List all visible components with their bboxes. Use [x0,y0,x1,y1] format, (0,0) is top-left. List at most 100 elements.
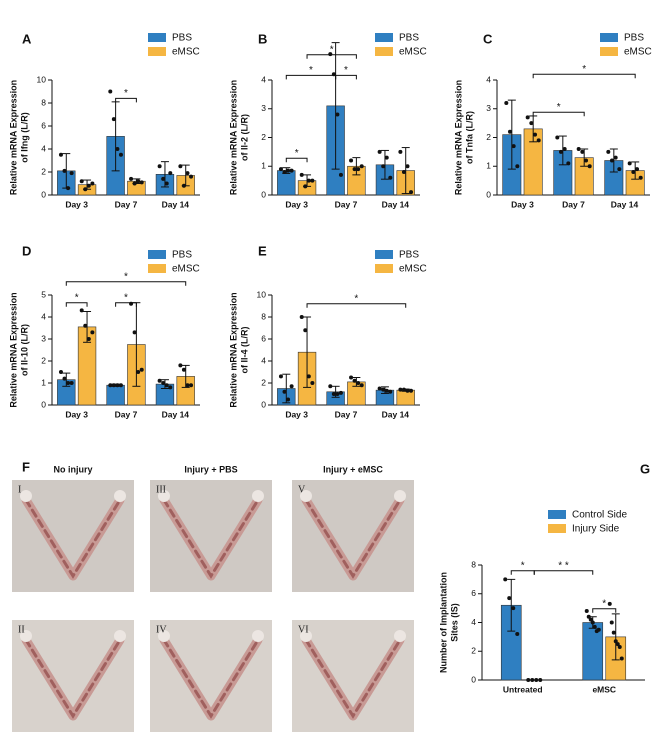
y-axis-label: of Il-10 (L/R) [19,324,29,376]
error-bar [160,379,169,389]
data-point [185,171,190,176]
legend-swatch [375,33,393,42]
significance-label: * [124,292,128,303]
x-tick-label: Day 14 [162,409,190,419]
data-point [515,164,520,169]
data-point [356,381,361,385]
data-point [189,383,194,388]
data-point [606,149,611,154]
data-point [384,155,389,160]
legend-swatch [148,47,166,56]
y-tick-label: 6 [261,333,266,343]
significance-bracket [306,303,407,308]
photo-numeral: III [156,484,166,495]
data-point [534,678,539,682]
data-point [129,176,134,181]
data-point [609,158,614,163]
x-tick-label: Untreated [503,684,543,694]
legend-label: eMSC [399,47,427,58]
data-point [338,390,343,395]
data-point [303,328,308,333]
data-point [299,172,304,177]
data-point [359,383,364,388]
data-point [381,387,386,392]
legend-swatch [148,264,166,273]
data-point [303,184,308,189]
data-point [157,164,162,169]
data-point [613,155,618,160]
y-axis-label: Relative mRNA Expression [228,292,238,407]
data-point [58,152,63,157]
data-point [86,183,91,188]
data-point [83,323,88,328]
data-point [62,168,67,173]
data-point [335,112,340,117]
y-tick-label: 1 [486,161,491,171]
data-point [405,164,410,169]
y-tick-label: 0 [41,189,46,199]
data-point [359,164,364,169]
data-point [164,181,169,186]
x-tick-label: eMSC [592,684,616,694]
significance-label: * [602,598,606,609]
y-tick-label: 8 [41,97,46,107]
y-tick-label: 1 [261,161,266,171]
panel-letter: B [258,31,267,46]
photo [292,480,414,592]
data-point [306,374,311,379]
data-point [111,383,116,388]
uterus-inner [162,498,260,579]
ovary [300,490,312,502]
data-point [566,161,571,166]
y-tick-label: 4 [261,355,266,365]
legend-label: PBS [399,250,419,261]
legend-label: PBS [624,33,644,44]
panel-letter: D [22,243,31,258]
significance-bracket [306,54,357,59]
data-point [617,167,622,172]
y-tick-label: 0 [261,189,266,199]
data-point [631,170,636,174]
y-tick-label: 2 [41,355,46,365]
error-bar [507,99,516,170]
data-point [377,149,382,154]
data-point [62,376,67,381]
data-point [136,370,141,374]
data-point [596,627,601,632]
data-point [136,179,141,184]
legend-label: Control Side [572,510,627,521]
x-tick-label: Day 3 [285,409,308,419]
data-point [530,678,535,682]
y-tick-label: 0 [471,674,476,684]
ovary [252,630,264,642]
data-point [504,101,509,105]
data-point [384,388,389,393]
data-point [503,577,508,582]
x-tick-label: Day 14 [162,199,190,209]
panel-letter: G [640,461,650,476]
photo [12,480,134,592]
legend-swatch [375,47,393,56]
x-tick-label: Day 14 [382,409,410,419]
data-point [278,374,283,379]
data-point [388,389,393,394]
y-axis-label: Number of Implantation [438,572,448,673]
data-point [401,387,406,392]
error-bar [611,613,620,661]
data-point [108,89,113,94]
photo-numeral: II [18,624,25,635]
ovary [114,490,126,502]
data-point [607,601,612,606]
ovary [394,490,406,502]
data-point [69,381,74,385]
data-point [352,378,357,383]
data-point [533,132,538,137]
data-point [377,386,382,391]
significance-label: * [582,64,586,75]
data-point [349,158,354,163]
error-bar [83,311,92,343]
significance-label: * [344,65,348,76]
legend-swatch [548,524,566,533]
data-point [586,614,591,619]
